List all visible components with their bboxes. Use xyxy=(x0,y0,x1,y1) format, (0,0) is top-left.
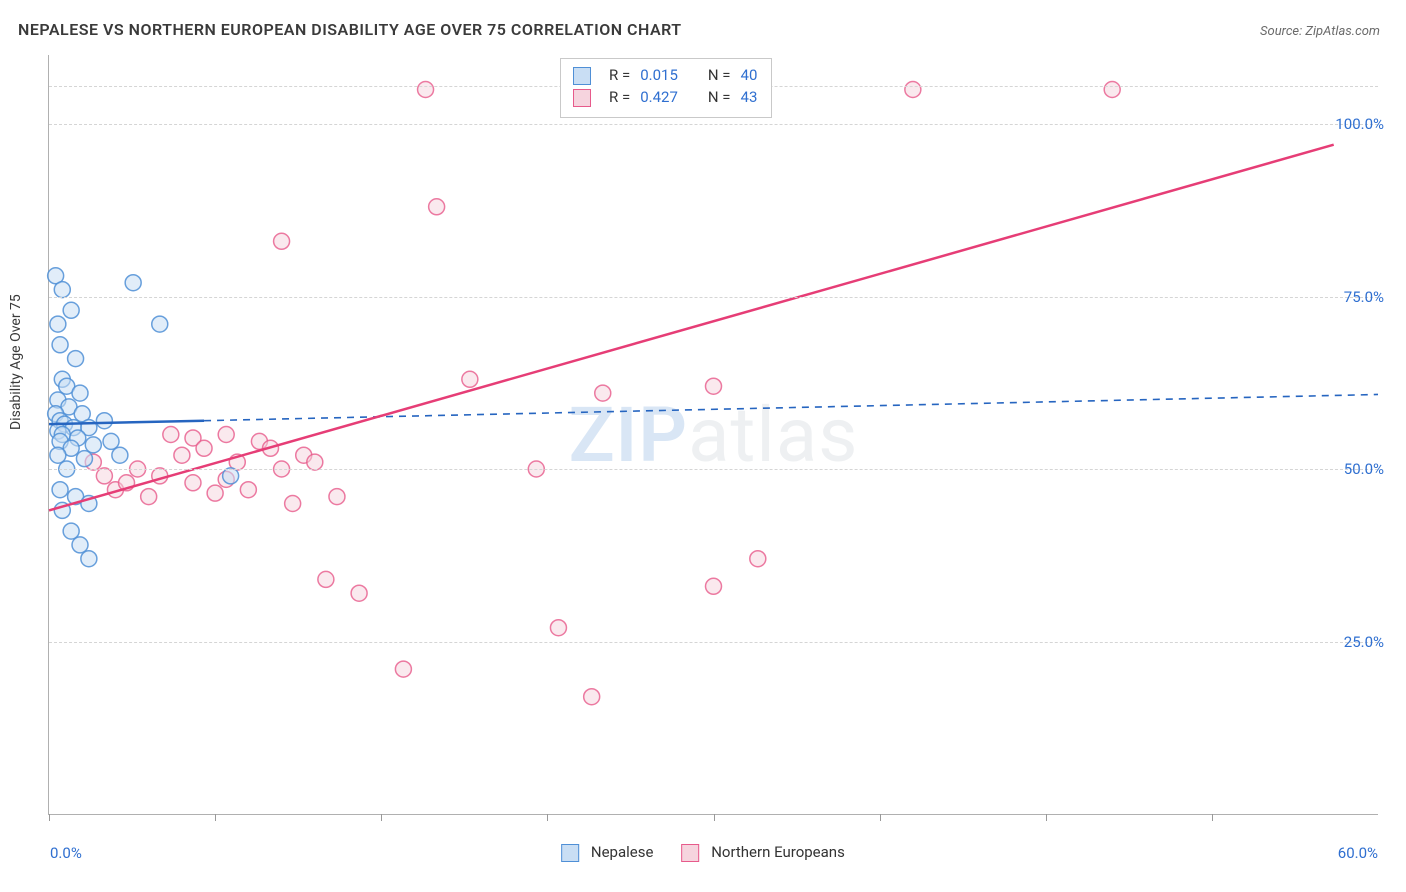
x-axis-tick-start: 0.0% xyxy=(50,844,82,862)
x-axis-tick-end: 60.0% xyxy=(1338,844,1378,862)
n-value: 40 xyxy=(741,65,758,87)
y-tick-label: 100.0% xyxy=(1335,115,1384,133)
legend-item-nepalese: Nepalese xyxy=(561,843,653,862)
source-attribution: Source: ZipAtlas.com xyxy=(1260,24,1380,39)
swatch-icon xyxy=(573,89,591,107)
n-label: N = xyxy=(708,65,731,87)
swatch-icon xyxy=(573,67,591,85)
stats-legend-box: R = 0.015 N = 40 R = 0.427 N = 43 xyxy=(560,58,772,118)
legend-label: Northern Europeans xyxy=(711,843,845,861)
y-tick-label: 75.0% xyxy=(1344,288,1384,306)
stats-row-northern: R = 0.427 N = 43 xyxy=(573,87,757,109)
chart-title: NEPALESE VS NORTHERN EUROPEAN DISABILITY… xyxy=(18,20,682,39)
n-value: 43 xyxy=(741,87,758,109)
legend-item-northern: Northern Europeans xyxy=(681,843,844,862)
r-label: R = xyxy=(609,87,630,109)
swatch-icon xyxy=(681,844,699,862)
scatter-svg xyxy=(49,55,1378,814)
r-value: 0.015 xyxy=(640,65,678,87)
bottom-legend: Nepalese Northern Europeans xyxy=(561,843,845,862)
stats-row-nepalese: R = 0.015 N = 40 xyxy=(573,65,757,87)
r-label: R = xyxy=(609,65,630,87)
legend-label: Nepalese xyxy=(591,843,654,861)
swatch-icon xyxy=(561,844,579,862)
r-value: 0.427 xyxy=(640,87,678,109)
y-axis-label: Disability Age Over 75 xyxy=(8,294,24,430)
plot-area: ZIPatlas xyxy=(48,55,1378,815)
y-tick-label: 25.0% xyxy=(1344,633,1384,651)
n-label: N = xyxy=(708,87,731,109)
y-tick-label: 50.0% xyxy=(1344,460,1384,478)
